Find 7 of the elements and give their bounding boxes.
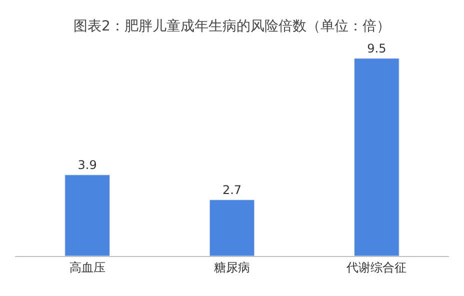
x-tick-label: 高血压 (69, 260, 106, 274)
data-label: 9.5 (367, 41, 386, 56)
x-tick-label: 糖尿病 (214, 260, 250, 274)
data-label: 3.9 (78, 158, 97, 172)
x-tick-label: 代谢综合征 (346, 260, 407, 274)
chart-title: 图表2：肥胖儿童成年生病的风险倍数（单位：倍） (74, 18, 390, 35)
data-label: 2.7 (222, 182, 242, 197)
